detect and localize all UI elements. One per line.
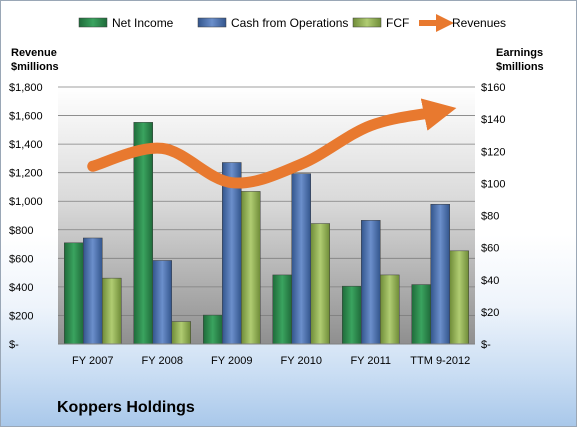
left-tick-label: $1,400 [9, 139, 43, 151]
legend-label: FCF [386, 16, 409, 30]
left-tick-label: $1,200 [9, 168, 43, 180]
bar-fcf [310, 223, 330, 345]
x-tick-label: FY 2010 [281, 355, 322, 367]
bar-fcf [449, 250, 469, 345]
left-axis-title-line1: Revenue [11, 47, 57, 59]
left-tick-label: $1,000 [9, 196, 43, 208]
x-tick-label: FY 2008 [142, 355, 183, 367]
bar-net-income [272, 274, 292, 345]
right-tick-label: $160 [481, 82, 505, 94]
right-tick-label: $- [481, 339, 491, 351]
bar-cash-from-operations [361, 220, 381, 345]
left-tick-label: $200 [9, 310, 33, 322]
x-tick-label: FY 2007 [72, 355, 113, 367]
bar-fcf [380, 274, 400, 345]
bar-fcf [241, 191, 261, 345]
legend-label: Cash from Operations [231, 16, 348, 30]
x-tick-label: FY 2011 [350, 355, 391, 367]
bar-fcf [171, 321, 191, 345]
left-tick-label: $1,800 [9, 82, 43, 94]
bar-fcf [102, 277, 122, 345]
x-axis-ticks: FY 2007 FY 2008 FY 2009 FY 2010 FY 2011 TTM 9… [72, 355, 470, 367]
right-axis-ticks: $- $20 $40 $60 $80 $100 $120 $140 $160 [481, 82, 505, 351]
revenue-line-path [87, 98, 457, 189]
left-tick-label: $400 [9, 282, 33, 294]
bar-cash-from-operations [430, 204, 450, 345]
bars [64, 122, 469, 345]
right-axis-title-line2: $millions [496, 61, 544, 73]
left-tick-label: $- [9, 339, 19, 351]
legend-label: Net Income [112, 16, 174, 30]
right-tick-label: $140 [481, 114, 505, 126]
bar-cash-from-operations [152, 260, 172, 345]
legend-label: Revenues [452, 16, 506, 30]
bar-cash-from-operations [291, 173, 311, 345]
bar-cash-from-operations [222, 162, 242, 345]
left-tick-label: $1,600 [9, 111, 43, 123]
bar-net-income [411, 284, 431, 345]
left-tick-label: $800 [9, 225, 33, 237]
revenue-line [87, 98, 457, 189]
x-tick-label: TTM 9-2012 [410, 355, 470, 367]
right-tick-label: $100 [481, 178, 505, 190]
right-tick-label: $40 [481, 275, 499, 287]
left-axis-ticks: $- $200 $400 $600 $800 $1,000 $1,200 $1,400 $1,6… [9, 82, 43, 351]
right-axis-title-line1: Earnings [496, 47, 543, 59]
bar-net-income [342, 285, 362, 345]
bar-net-income [64, 242, 84, 345]
right-tick-label: $120 [481, 146, 505, 158]
right-tick-label: $20 [481, 307, 499, 319]
x-tick-label: FY 2009 [211, 355, 252, 367]
legend-swatch [78, 17, 108, 28]
bar-net-income [203, 314, 223, 345]
legend-swatch [352, 17, 382, 28]
left-tick-label: $600 [9, 253, 33, 265]
plot-area [58, 87, 475, 344]
right-tick-label: $80 [481, 211, 499, 223]
bar-cash-from-operations [83, 237, 103, 345]
left-axis-title-line2: $millions [11, 61, 59, 73]
legend-swatch [197, 17, 227, 28]
right-tick-label: $60 [481, 243, 499, 255]
company-name: Koppers Holdings [57, 399, 195, 416]
legend: Net Income Cash from Operations FCF Revenue… [78, 14, 506, 32]
